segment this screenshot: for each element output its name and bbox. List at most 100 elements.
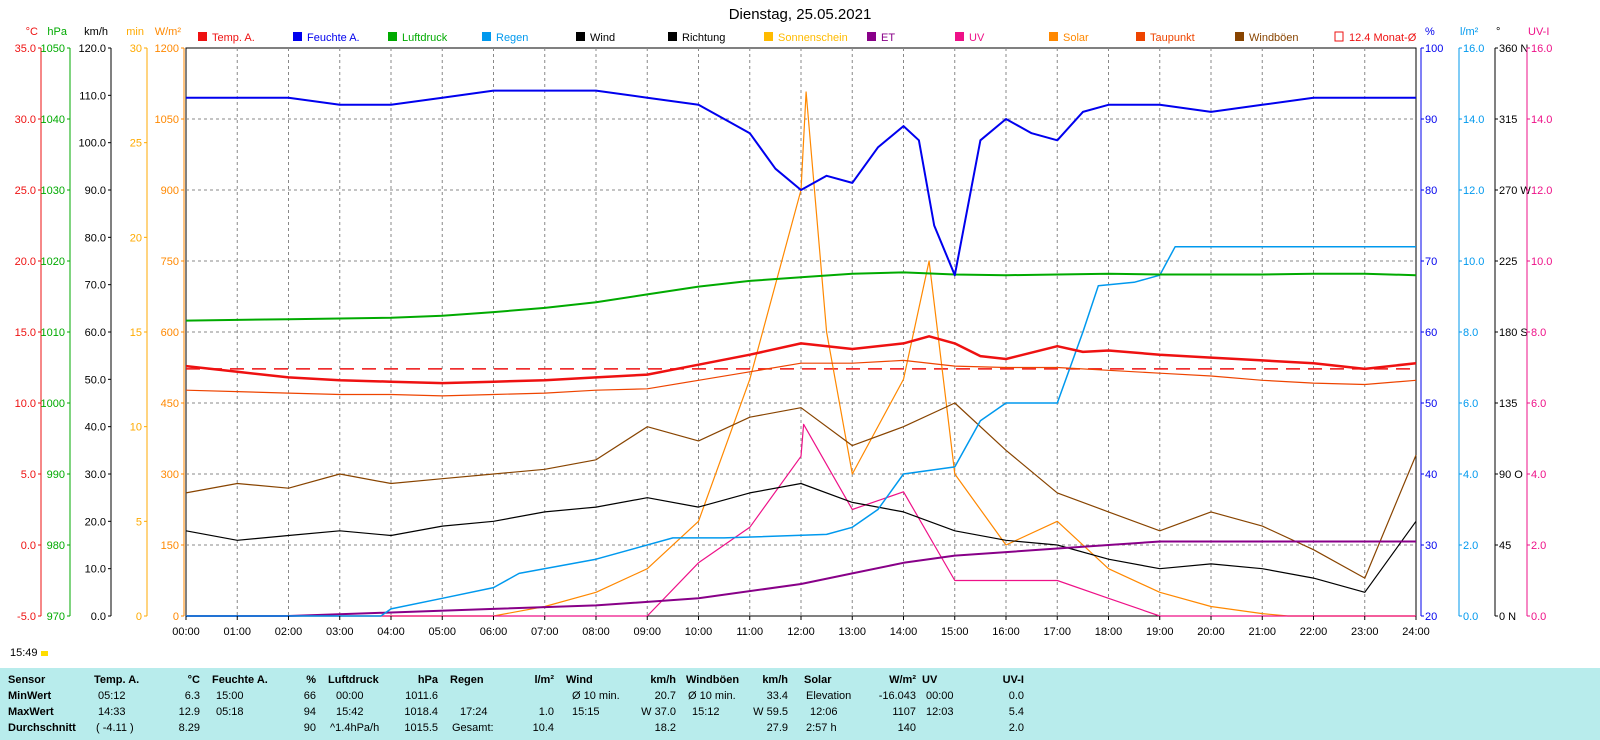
left-axis-tick-label: 1010 [41, 327, 65, 339]
x-tick-label: 11:00 [736, 626, 763, 638]
left-axis-tick-label: 5 [136, 516, 142, 528]
left-axis-tick-label: 750 [161, 256, 179, 268]
legend-label: Feuchte A. [307, 32, 360, 44]
rain-unit: l/m² [534, 674, 554, 686]
right-axis-tick-label: 315 [1499, 114, 1517, 126]
right-axis-unit: % [1425, 26, 1435, 38]
right-axis-tick-label: 2.0 [1463, 540, 1478, 552]
legend-swatch [293, 32, 302, 41]
right-axis-tick-label: 70 [1425, 256, 1437, 268]
left-axis-tick-label: 1020 [41, 256, 65, 268]
temp-name: Temp. A. [94, 674, 140, 686]
left-axis-tick-label: 1000 [41, 398, 65, 410]
legend-label: Windböen [1249, 32, 1299, 44]
stats-row-min: MinWert [8, 690, 52, 702]
left-axis-tick-label: 970 [47, 611, 65, 623]
x-tick-label: 05:00 [428, 626, 456, 638]
right-axis-tick-label: 100 [1425, 43, 1443, 55]
series-line-solar [186, 91, 1416, 617]
left-axis-tick-label: 35.0 [15, 43, 36, 55]
series-line-wind [185, 482, 1417, 593]
x-tick-label: 04:00 [377, 626, 405, 638]
gust-avg: 27.9 [766, 722, 788, 734]
right-axis-unit: ° [1496, 26, 1500, 38]
series-line-regen [186, 246, 1416, 617]
wind-min: 20.7 [654, 690, 676, 702]
temp-unit: °C [187, 674, 200, 686]
temp-min-time: 05:12 [98, 690, 126, 702]
left-axis-tick-label: 1050 [155, 114, 179, 126]
legend-label: Sonnenschein [778, 32, 848, 44]
left-axis-tick-label: -5.0 [17, 611, 36, 623]
solar-min-label: Elevation [806, 690, 852, 702]
right-axis-tick-label: 14.0 [1463, 114, 1484, 126]
uv-unit: UV-I [1002, 674, 1024, 686]
uv-name: UV [922, 674, 938, 686]
left-axis-tick-label: 1200 [155, 43, 179, 55]
left-axis-unit: km/h [84, 26, 108, 38]
chart-marks [185, 89, 1417, 617]
rain-max-time: 17:24 [460, 706, 488, 718]
left-axis-unit: min [126, 26, 144, 38]
right-axis-tick-label: 12.0 [1463, 185, 1484, 197]
wind-avg: 18.2 [654, 722, 676, 734]
uv-avg: 2.0 [1008, 722, 1024, 734]
gust-unit: km/h [762, 674, 788, 686]
temp-max-time: 14:33 [98, 706, 126, 718]
legend-swatch [1136, 32, 1145, 41]
left-axis-tick-label: 1040 [41, 114, 65, 126]
stats-row-max: MaxWert [8, 706, 54, 718]
left-axis-tick-label: 10 [130, 422, 142, 434]
right-axis-tick-label: 30 [1425, 540, 1437, 552]
humidity-max-time: 05:18 [216, 706, 244, 718]
legend-swatch [198, 32, 207, 41]
legend-swatch [576, 32, 585, 41]
temp-min: 6.3 [184, 690, 200, 702]
left-axis-tick-label: 80.0 [85, 232, 106, 244]
x-tick-label: 02:00 [275, 626, 303, 638]
right-axis-tick-label: 90 O [1499, 469, 1523, 481]
rain-name: Regen [450, 674, 484, 686]
x-tick-label: 08:00 [582, 626, 610, 638]
right-axis-tick-label: 180 S [1499, 327, 1528, 339]
x-tick-label: 20:00 [1197, 626, 1225, 638]
left-axis-tick-label: 0 [173, 611, 179, 623]
series-line-luftdruck [185, 271, 1417, 322]
left-axis-unit: °C [26, 26, 38, 38]
right-axis-tick-label: 80 [1425, 185, 1437, 197]
left-axis-tick-label: 50.0 [85, 374, 106, 386]
legend-swatch [955, 32, 964, 41]
left-axis-tick-label: 90.0 [85, 185, 106, 197]
humidity-unit: % [306, 674, 316, 686]
gust-max: W 59.5 [753, 706, 788, 718]
series-line-temp-a [185, 335, 1417, 385]
solar-min: -16.043 [878, 690, 916, 702]
rain-max: 1.0 [538, 706, 554, 718]
legend-label: Solar [1063, 32, 1089, 44]
wind-unit: km/h [650, 674, 676, 686]
x-tick-label: 21:00 [1248, 626, 1276, 638]
left-axis-tick-label: 30.0 [15, 114, 36, 126]
pressure-avg: 1015.5 [404, 722, 438, 734]
right-axis-tick-label: 40 [1425, 469, 1437, 481]
right-axis-tick-label: 90 [1425, 114, 1437, 126]
legend-label: Wind [590, 32, 615, 44]
statistics-table: Sensor MinWert MaxWert Durchschnitt Temp… [0, 668, 1600, 740]
legend-swatch [482, 32, 491, 41]
pressure-max: 1018.4 [404, 706, 438, 718]
right-axis-tick-label: 8.0 [1531, 327, 1546, 339]
humidity-min-time: 15:00 [216, 690, 244, 702]
uv-min: 0.0 [1008, 690, 1024, 702]
series-line-windb-en [185, 402, 1417, 579]
uv-min-time: 00:00 [926, 690, 954, 702]
current-time-text: 15:49 [10, 647, 38, 659]
legend-label: Taupunkt [1150, 32, 1195, 44]
gust-name: Windböen [686, 674, 740, 686]
solar-sun-duration: 2:57 h [806, 722, 837, 734]
wind-name: Wind [566, 674, 593, 686]
left-axis-tick-label: 60.0 [85, 327, 106, 339]
left-axis-tick-label: 40.0 [85, 422, 106, 434]
chart-legend: Temp. A. Feuchte A. Luftdruck Regen Wind Rich… [198, 31, 1417, 44]
solar-max-time: 12:06 [810, 706, 838, 718]
x-tick-label: 23:00 [1351, 626, 1379, 638]
